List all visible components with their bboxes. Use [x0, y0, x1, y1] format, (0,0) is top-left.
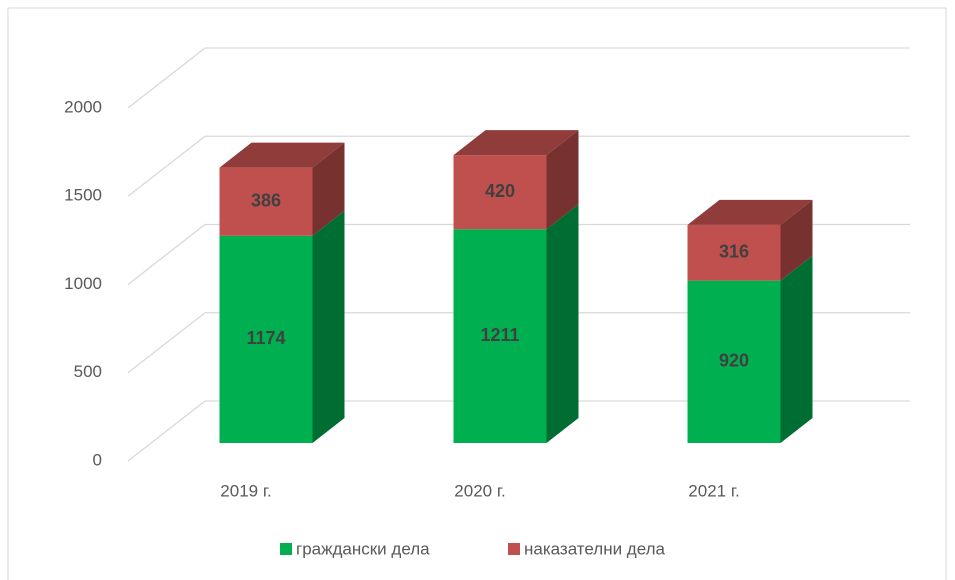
bar-front [219, 167, 313, 236]
y-tick-label: 1000 [64, 274, 102, 293]
grid-line [127, 223, 206, 286]
legend-label: наказателни дела [524, 539, 666, 558]
chart-border [7, 7, 947, 580]
value-label: 920 [719, 351, 749, 371]
grid-line [127, 47, 206, 109]
bar-side [546, 130, 579, 230]
value-label: 386 [251, 190, 281, 210]
bar-top [453, 130, 579, 156]
grid-line [127, 135, 206, 197]
bar-front [687, 224, 781, 281]
bar-side [546, 204, 579, 443]
bar-side [312, 142, 345, 236]
value-label: 1211 [480, 325, 519, 345]
x-tick-label: 2019 г. [220, 481, 271, 500]
bar-side [780, 255, 813, 443]
bar-front [219, 235, 313, 443]
value-label: 420 [485, 181, 515, 201]
bar-side [312, 210, 345, 443]
grid-line [127, 312, 206, 374]
value-label: 1174 [246, 328, 285, 348]
y-tick-label: 0 [93, 450, 102, 469]
value-label: 316 [719, 241, 749, 261]
bar-top [687, 199, 813, 225]
y-tick-label: 1500 [64, 186, 102, 205]
x-tick-label: 2021 г. [688, 481, 739, 500]
bar-front [453, 155, 547, 230]
x-tick-label: 2020 г. [454, 481, 505, 500]
bar-side [780, 199, 813, 281]
legend-swatch [280, 543, 292, 555]
grid-line [127, 400, 206, 462]
bar-top [219, 142, 345, 168]
y-tick-label: 2000 [64, 97, 102, 116]
legend-swatch [508, 543, 520, 555]
y-tick-label: 500 [74, 362, 102, 381]
bar-front [687, 280, 781, 443]
bar-front [453, 229, 547, 443]
legend-label: граждански дела [296, 539, 430, 558]
